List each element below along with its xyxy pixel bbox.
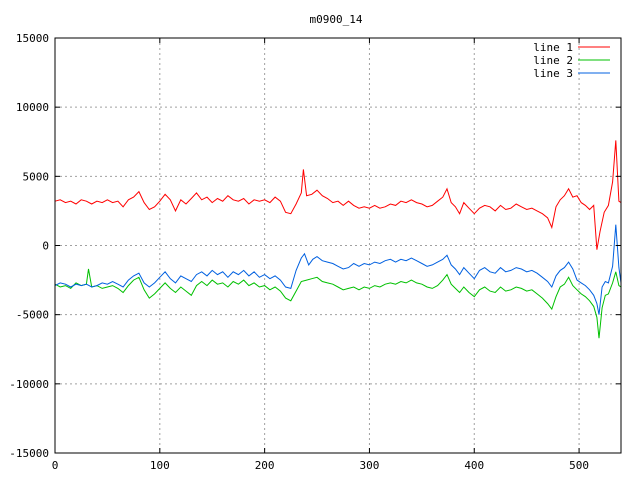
y-tick-label: -15000 (9, 447, 49, 460)
chart-title: m0900_14 (310, 13, 363, 26)
series-line-1 (54, 140, 622, 250)
x-tick-label: 300 (360, 459, 380, 472)
axis-ticks: 0 100 200 300 400 500 -15000 -10000 -5000 0 5000 10… (9, 32, 621, 472)
legend-label-1: line 1 (533, 41, 573, 54)
series-group (54, 140, 622, 339)
x-tick-label: 0 (52, 459, 59, 472)
x-tick-label: 200 (255, 459, 275, 472)
y-tick-label: 10000 (16, 101, 49, 114)
x-tick-label: 100 (150, 459, 170, 472)
series-line-3 (54, 224, 622, 315)
series-line-2 (54, 268, 622, 339)
x-tick-label: 500 (569, 459, 589, 472)
y-tick-label: -10000 (9, 378, 49, 391)
grid (55, 38, 621, 453)
y-tick-label: -5000 (16, 309, 49, 322)
legend-label-3: line 3 (533, 67, 573, 80)
legend-label-2: line 2 (533, 54, 573, 67)
y-tick-label: 5000 (23, 170, 50, 183)
y-tick-label: 15000 (16, 32, 49, 45)
x-tick-label: 400 (464, 459, 484, 472)
y-tick-label: 0 (42, 240, 49, 253)
